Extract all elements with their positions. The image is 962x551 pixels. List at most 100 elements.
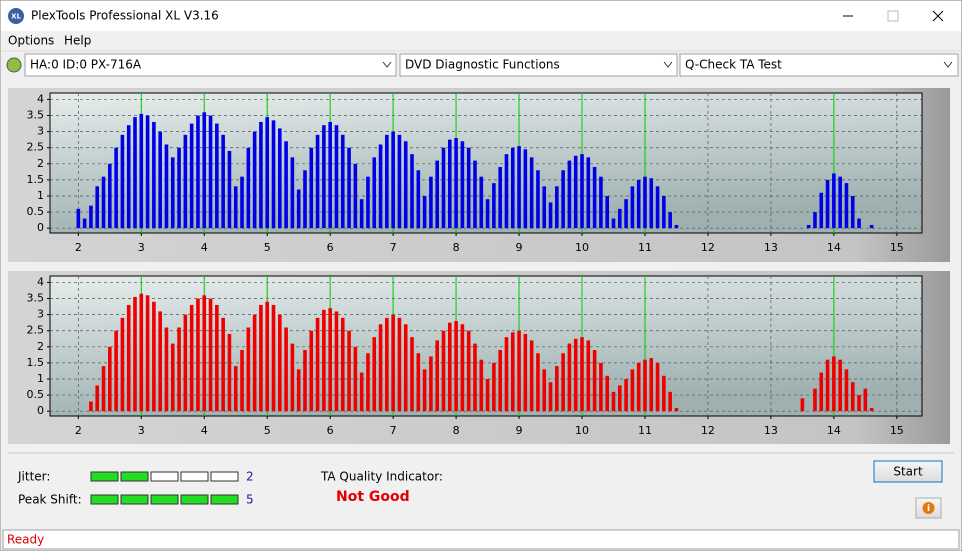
bar [378,324,383,412]
bar [504,337,509,412]
bar [611,391,616,412]
bar [825,359,830,412]
bar [322,125,326,229]
bar [139,293,144,412]
dropdown-arrow [943,61,953,68]
bar [340,134,345,229]
bar [668,391,672,412]
bar [170,157,175,229]
x-tick-label: 11 [638,241,652,254]
bar [290,343,295,412]
bar [649,178,654,229]
bar [353,346,358,412]
y-tick-label: 0 [37,221,44,234]
meter-segment-filled [120,494,149,505]
x-tick-label: 15 [890,241,904,254]
bar [435,160,440,229]
bar [170,343,175,412]
start-button-text: Start [893,465,923,479]
bar [202,295,207,412]
status-text: Ready [7,533,44,547]
x-tick-label: 12 [701,241,715,254]
y-tick-label: 3 [37,125,44,138]
bar [636,362,641,412]
bar [580,337,584,412]
bar [315,134,320,229]
bar [246,147,251,229]
bar [322,309,326,412]
bar [126,125,131,229]
bar [378,144,383,229]
drive-selector[interactable] [24,53,397,77]
bar [674,407,679,412]
bar [328,308,332,412]
y-tick-label: 2 [37,157,44,170]
bar [838,176,842,229]
peak-shift-value: 5 [246,493,254,507]
bar [850,382,855,412]
bar [567,160,572,229]
bar [536,353,540,412]
start-button[interactable] [873,460,943,483]
bar [555,186,559,229]
bar [246,327,251,412]
function-selector-text: DVD Diagnostic Functions [405,58,560,72]
test-selector[interactable] [679,53,959,77]
bar [227,150,232,229]
bar [403,324,408,412]
bar [152,301,156,412]
x-tick-label: 6 [327,424,334,437]
bar [108,163,112,229]
maximize-button[interactable] [887,10,899,22]
x-tick-label: 14 [827,424,841,437]
bar [813,212,817,229]
x-tick-label: 12 [701,424,715,437]
bar [548,202,553,229]
bar [126,304,131,412]
x-tick-label: 8 [453,241,460,254]
bar [196,115,200,229]
bar [643,359,647,412]
bar [832,173,836,229]
function-selector[interactable] [399,53,678,77]
bar [391,314,395,412]
bar [492,362,496,412]
y-tick-label: 4 [37,275,44,288]
bar [89,401,93,412]
meter-segment-filled [90,471,119,482]
bar [624,199,628,229]
bar [605,195,609,229]
bar [466,330,471,412]
meter-segment-empty [150,471,179,482]
menu-item[interactable]: Help [64,34,91,48]
bar [668,212,672,229]
bar [649,358,654,412]
x-tick-label: 15 [890,424,904,437]
bar [372,157,377,229]
bar [271,304,276,412]
meter-segment-filled [120,471,149,482]
bar [857,395,861,412]
menu-item[interactable]: Options [8,34,54,48]
bar [309,147,314,229]
jitter-value: 2 [246,470,254,484]
x-tick-label: 6 [327,241,334,254]
meter-segment-empty [210,471,239,482]
x-tick-label: 10 [575,424,589,437]
close-button[interactable] [932,10,944,22]
y-tick-label: 3.5 [27,109,45,122]
test-selector-text: Q-Check TA Test [685,58,782,72]
bar [265,117,270,229]
bar [832,356,836,412]
bar [215,123,219,229]
bar [429,176,433,229]
bar [334,125,339,229]
bar [806,224,811,229]
bar [366,353,370,412]
bar [259,121,263,229]
x-tick-label: 2 [75,424,82,437]
app-icon-glyph: XL [11,13,21,21]
bar [120,317,125,412]
bar [158,131,162,229]
bar [863,388,868,412]
